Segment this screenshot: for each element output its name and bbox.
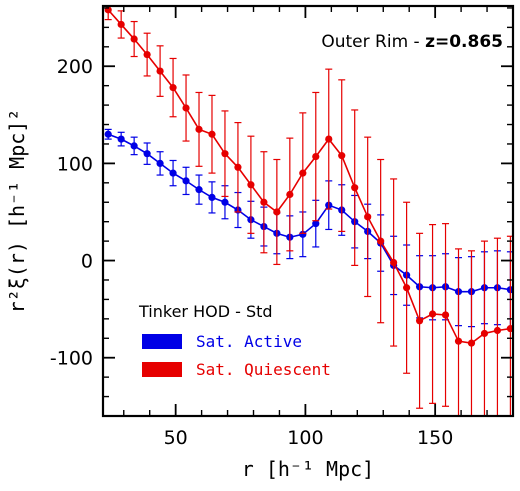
data-point [338, 152, 346, 160]
data-point [221, 198, 229, 206]
data-point [143, 150, 151, 158]
data-point [260, 198, 268, 206]
data-point [403, 284, 411, 292]
data-point [390, 258, 398, 267]
data-point [130, 35, 138, 43]
data-point [117, 20, 125, 29]
axis-labels: 50 100 150 -100 0 100 200 r [h⁻¹ Mpc] r²ξ(r) [h⁻… [5, 56, 453, 481]
data-point [299, 169, 307, 177]
data-point [467, 339, 476, 347]
series-0 [104, 128, 513, 329]
data-point [441, 311, 450, 319]
series-line [107, 133, 511, 293]
plot-data-layer [104, 6, 513, 416]
data-point [117, 135, 125, 143]
legend-swatch [142, 334, 182, 349]
data-point [493, 326, 502, 335]
data-point [130, 142, 138, 150]
data-point [428, 310, 437, 318]
data-point [312, 220, 320, 228]
data-point [195, 125, 203, 133]
data-point [273, 208, 281, 216]
y-axis-label: r²ξ(r) [h⁻¹ Mpc]² [5, 109, 29, 314]
data-point [454, 337, 463, 345]
redshift-annotation: Outer Rim - z=0.865 [321, 32, 503, 52]
legend: Tinker HOD - Std Sat. Active Sat. Quiescen… [138, 302, 331, 379]
data-point [195, 186, 203, 194]
data-point [247, 181, 255, 189]
data-point [351, 184, 359, 192]
data-point [156, 67, 164, 75]
y-tick-label: 100 [57, 153, 93, 175]
chart-annotation: Outer Rim - z=0.865 [321, 32, 503, 52]
y-tick-label: 0 [81, 251, 93, 273]
data-point [377, 237, 385, 245]
data-point [364, 213, 372, 221]
x-tick-label: 100 [287, 427, 323, 449]
data-point [182, 104, 190, 112]
legend-swatch [142, 362, 182, 377]
data-point [299, 230, 307, 238]
data-point [506, 324, 513, 333]
data-point [312, 152, 320, 161]
x-tick-label: 150 [417, 427, 453, 449]
data-point [480, 329, 489, 338]
legend-title: Tinker HOD - Std [138, 302, 273, 321]
data-point [286, 190, 294, 199]
data-point [234, 163, 242, 171]
data-point [104, 130, 112, 138]
data-point [182, 177, 190, 185]
x-axis-label: r [h⁻¹ Mpc] [242, 457, 374, 481]
x-tick-label: 50 [164, 427, 188, 449]
data-point [325, 135, 333, 143]
plot-frame [101, 4, 515, 418]
legend-label: Sat. Active [196, 332, 302, 351]
data-point [221, 150, 229, 158]
y-tick-label: -100 [50, 348, 93, 370]
series-1 [104, 6, 513, 416]
data-point [208, 130, 216, 138]
data-point [169, 84, 177, 92]
data-point [415, 317, 424, 325]
data-point [156, 159, 164, 167]
legend-label: Sat. Quiescent [196, 360, 331, 379]
annotation-prefix: Outer Rim - [321, 32, 425, 52]
series-line [107, 9, 511, 344]
data-point [169, 169, 177, 177]
annotation-redshift: z=0.865 [425, 32, 503, 52]
data-point [208, 193, 216, 201]
y-tick-label: 200 [57, 56, 93, 78]
data-point [143, 50, 151, 59]
axis-ticks [103, 6, 514, 417]
